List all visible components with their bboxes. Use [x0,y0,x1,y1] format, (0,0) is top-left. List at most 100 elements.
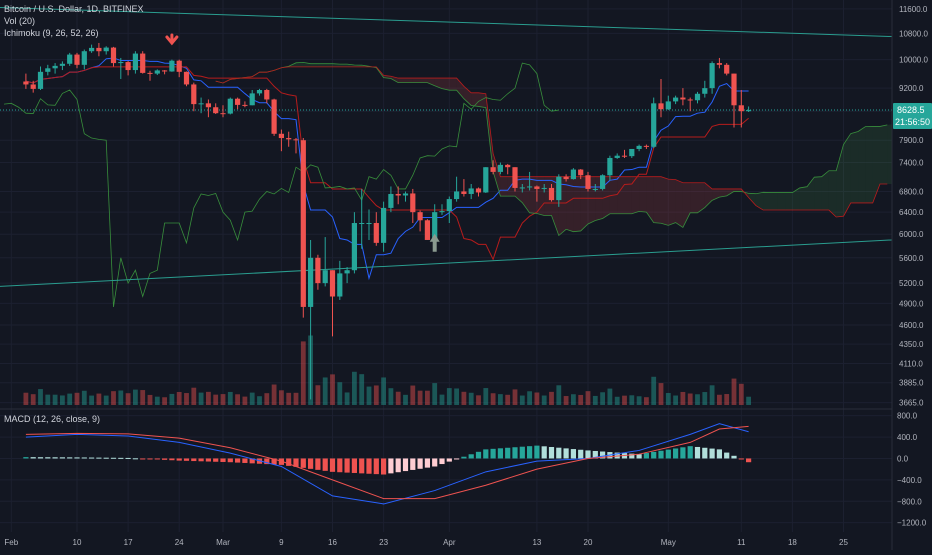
candle-body [483,167,489,193]
cloud-segment [726,188,734,196]
macd-histogram-bar [227,458,233,463]
cloud-segment [478,92,486,108]
volume-bar [468,392,474,405]
candle-body [468,188,474,194]
price-tick-label: 5200.0 [899,279,924,288]
macd-histogram-bar [293,458,299,467]
volume-bar [490,393,496,405]
time-tick-label: 17 [124,538,133,547]
candle-body [147,72,153,74]
cloud-segment [719,188,727,198]
candle-body [665,101,671,110]
macd-histogram-bar [110,457,117,459]
cloud-segment [690,182,698,213]
macd-histogram-bar [548,447,555,459]
volume-bar [373,385,379,405]
cloud-segment [785,192,793,211]
cloud-segment [339,64,348,67]
volume-bars [23,335,751,405]
cloud-segment [471,92,479,107]
macd-histogram-bar [103,457,109,459]
last-price-badge: 8628.5 21:56:50 [893,103,932,130]
candle-body [424,220,430,240]
candle-body [541,187,547,189]
candle-body [585,175,591,189]
cloud-segment [427,78,435,86]
macd-histogram-bar [643,453,649,459]
volume-bar [592,395,598,405]
price-tick-label: 4350.0 [899,340,924,349]
macd-histogram-bar [534,445,540,459]
macd-histogram-bar [600,451,606,459]
candle-body [673,97,679,102]
ichimoku-lines [0,6,893,307]
cloud-segment [500,176,508,197]
macd-histogram-bar [746,458,752,463]
candle-body [592,188,598,190]
macd-histogram-bar [300,458,306,468]
candle-body [381,207,387,243]
time-tick-label: May [661,538,676,547]
macd-histogram-bar [351,458,357,473]
candle-body [359,223,365,225]
price-tick-label: 6000.0 [899,230,924,239]
candle-body [534,186,540,189]
volume-bar [38,389,43,405]
time-tick-label: Feb [4,538,18,547]
candle-body [264,90,270,100]
candles [23,33,752,400]
volume-bar [541,395,547,405]
volume-bar [410,385,416,405]
macd-histogram-bar [249,458,255,464]
volume-bar [344,392,350,405]
volume-bar [432,383,438,405]
last-price-badge-bg [893,103,932,130]
cloud-segment [843,133,851,217]
ichimoku-label: Ichimoku (9, 26, 52, 26) [4,28,99,38]
signal-line [25,425,749,500]
cloud-segment [573,176,581,232]
price-tick-label: 3885.0 [899,379,924,388]
price-tick-label: 7900.0 [899,136,924,145]
time-tick-label: 20 [584,538,593,547]
macd-histogram-bar [315,458,321,470]
macd-histogram-bar [578,449,584,459]
candle-body [410,193,416,213]
volume-bar [695,394,700,405]
macd-histogram-bar [388,458,394,474]
cloud-segment [325,63,333,67]
macd-histogram-bar [709,448,715,459]
volume-bar [300,341,306,405]
candle-body [162,70,168,72]
candle-body [329,270,336,297]
volume-bar [359,374,365,405]
candle-body [235,98,241,105]
price-axis[interactable]: 11600.010800.010000.09200.08600.07900.07… [899,5,928,408]
macd-histogram-bar [497,448,503,459]
macd-tick-label: 0.0 [897,454,909,463]
cloud-segment [734,188,742,192]
candle-body [651,103,657,147]
volume-bar [118,390,124,405]
time-axis[interactable]: Feb 10 17 24 Mar 9 16 23 Apr 13 20 May 11 18 25 [4,538,848,547]
volume-bar [578,394,584,405]
candle-body [475,188,482,193]
volume-bar [249,392,255,405]
candle-body [497,164,503,172]
candle-body [556,176,562,201]
trendline-lower [0,239,893,287]
volume-bar [614,396,620,405]
cloud-segment [639,176,647,213]
volume-bar [81,390,87,405]
candle-body [417,212,423,221]
candle-body [74,54,80,65]
macd-axis[interactable]: 800.0 400.0 0.0 −400.0 −800.0 −1200.0 [897,412,927,528]
volume-bar [395,391,401,405]
cloud-segment [668,179,676,226]
candle-body [570,169,576,180]
macd-histogram-bar [264,458,270,465]
candle-body [614,155,620,158]
macd-histogram-bar [125,457,131,459]
macd-histogram-bar [490,448,496,459]
